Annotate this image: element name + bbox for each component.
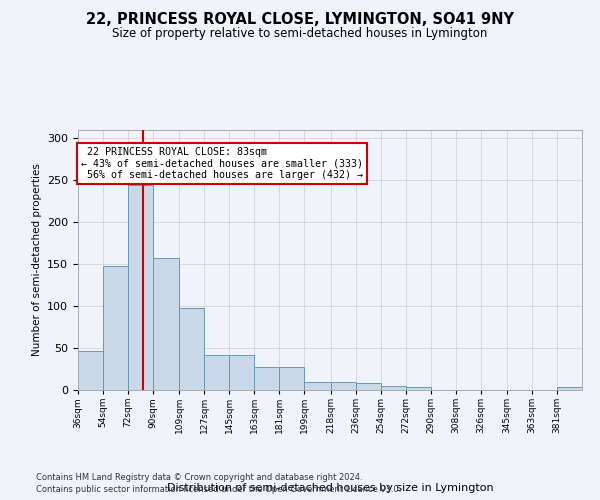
Bar xyxy=(229,355,254,390)
Text: 22, PRINCESS ROYAL CLOSE, LYMINGTON, SO41 9NY: 22, PRINCESS ROYAL CLOSE, LYMINGTON, SO4… xyxy=(86,12,514,28)
Bar xyxy=(103,266,128,390)
Bar xyxy=(205,355,229,390)
Bar xyxy=(304,382,331,390)
X-axis label: Distribution of semi-detached houses by size in Lymington: Distribution of semi-detached houses by … xyxy=(167,484,493,494)
Bar xyxy=(380,386,406,390)
Bar xyxy=(78,350,103,390)
Bar xyxy=(128,184,153,390)
Bar xyxy=(254,368,280,390)
Y-axis label: Number of semi-detached properties: Number of semi-detached properties xyxy=(32,164,41,356)
Bar xyxy=(179,308,205,390)
Bar xyxy=(406,388,431,390)
Text: 22 PRINCESS ROYAL CLOSE: 83sqm
← 43% of semi-detached houses are smaller (333)
 : 22 PRINCESS ROYAL CLOSE: 83sqm ← 43% of … xyxy=(81,147,363,180)
Bar xyxy=(356,384,380,390)
Bar xyxy=(557,388,582,390)
Text: Contains HM Land Registry data © Crown copyright and database right 2024.: Contains HM Land Registry data © Crown c… xyxy=(36,472,362,482)
Bar xyxy=(331,382,356,390)
Bar xyxy=(153,258,179,390)
Text: Contains public sector information licensed under the Open Government Licence v3: Contains public sector information licen… xyxy=(36,485,401,494)
Text: Size of property relative to semi-detached houses in Lymington: Size of property relative to semi-detach… xyxy=(112,28,488,40)
Bar xyxy=(280,368,304,390)
